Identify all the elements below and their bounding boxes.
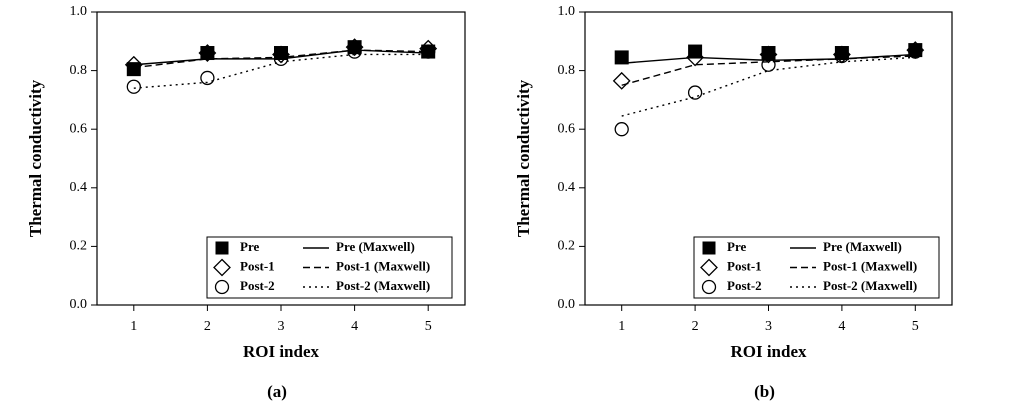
legend-label: Post-1 [240,258,275,273]
x-tick-label: 1 [130,319,137,334]
marker [419,39,438,58]
x-tick-label: 5 [912,319,919,334]
marker [701,279,717,295]
marker [612,71,631,90]
y-tick-label: 0.8 [558,63,576,78]
y-tick-label: 0.4 [70,180,88,195]
y-tick-label: 1.0 [70,4,88,19]
legend-label: Post-2 [240,278,275,293]
y-axis-title: Thermal conductivity [514,79,533,237]
y-tick-label: 0.6 [558,121,576,136]
marker [908,44,923,59]
marker [214,279,230,295]
legend-label: Post-2 (Maxwell) [336,278,430,293]
y-tick-label: 0.6 [70,121,88,136]
marker [347,40,362,55]
legend-label: Pre (Maxwell) [336,239,415,254]
marker [126,79,141,94]
legend-label: Post-2 [727,278,762,293]
marker [834,48,850,64]
y-axis-title: Thermal conductivity [26,79,45,237]
marker [761,57,776,72]
marker [702,241,716,255]
marker [200,70,215,86]
marker [126,62,141,77]
marker [686,48,705,67]
marker [215,241,229,255]
marker [614,122,629,137]
marker [213,258,231,277]
maxwell-line [621,56,916,117]
marker [273,51,289,67]
x-tick-label: 4 [838,319,845,334]
marker [198,44,217,62]
y-tick-label: 0.8 [70,63,88,78]
legend-label: Post-1 (Maxwell) [336,258,430,273]
marker [421,44,436,59]
y-tick-label: 0.0 [558,297,576,312]
legend-box [206,236,453,299]
y-tick-label: 0.2 [70,239,88,254]
legend-box [693,236,940,299]
x-axis-title: ROI index [730,342,807,361]
marker [687,85,703,100]
x-tick-label: 2 [692,319,699,334]
y-tick-label: 0.4 [558,180,576,195]
caption: (a) [267,382,287,401]
caption: (b) [754,382,775,401]
marker [200,46,215,61]
legend-label: Post-1 (Maxwell) [823,258,917,273]
legend-label: Pre (Maxwell) [823,239,902,254]
marker [759,45,778,64]
x-axis-title: ROI index [243,342,320,361]
x-tick-label: 4 [351,319,358,334]
x-tick-label: 2 [204,319,211,334]
y-tick-label: 1.0 [558,4,576,19]
legend-label: Pre [240,239,259,254]
y-tick-label: 0.0 [70,297,88,312]
x-tick-label: 5 [425,319,432,334]
legend-label: Post-1 [727,258,762,273]
marker [345,38,364,57]
marker [700,258,718,277]
marker [614,50,629,65]
marker [688,44,703,59]
x-tick-label: 1 [618,319,625,334]
legend-label: Pre [727,239,746,254]
y-tick-label: 0.2 [558,239,576,254]
x-tick-label: 3 [278,319,285,334]
marker [347,44,362,59]
marker [272,45,290,64]
legend-label: Post-2 (Maxwell) [823,278,917,293]
x-tick-label: 3 [765,319,772,334]
marker [124,55,143,74]
